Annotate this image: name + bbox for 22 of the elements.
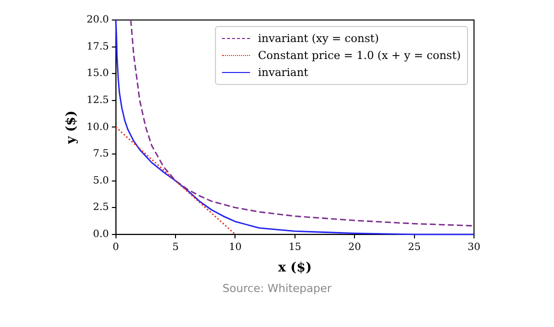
y-tick-label: 20.0 — [86, 14, 109, 26]
source-note: Source: Whitepaper — [222, 282, 332, 295]
legend-label: invariant (xy = const) — [258, 32, 379, 45]
y-tick-label: 15.0 — [86, 68, 109, 80]
y-tick-label: 7.5 — [92, 148, 109, 160]
y-tick-label: 17.5 — [86, 41, 109, 52]
y-tick-label: 2.5 — [92, 202, 109, 214]
x-tick-label: 20 — [348, 242, 361, 253]
x-axis-title: x ($) — [278, 260, 312, 276]
legend-label: Constant price = 1.0 (x + y = const) — [258, 49, 461, 62]
x-tick-label: 30 — [468, 242, 480, 253]
x-tick-label: 0 — [112, 242, 120, 253]
legend-label: invariant — [258, 66, 308, 79]
x-tick-label: 25 — [408, 242, 421, 253]
y-tick-label: 10.0 — [86, 122, 109, 133]
y-tick-label: 12.5 — [86, 94, 109, 106]
x-tick-label: 10 — [228, 242, 242, 253]
y-tick-label: 5.0 — [92, 175, 109, 186]
y-axis-title: y ($) — [64, 110, 80, 145]
x-tick-label: 15 — [288, 242, 302, 253]
x-tick-label: 5 — [172, 242, 179, 253]
y-tick-label: 0.0 — [92, 228, 109, 240]
